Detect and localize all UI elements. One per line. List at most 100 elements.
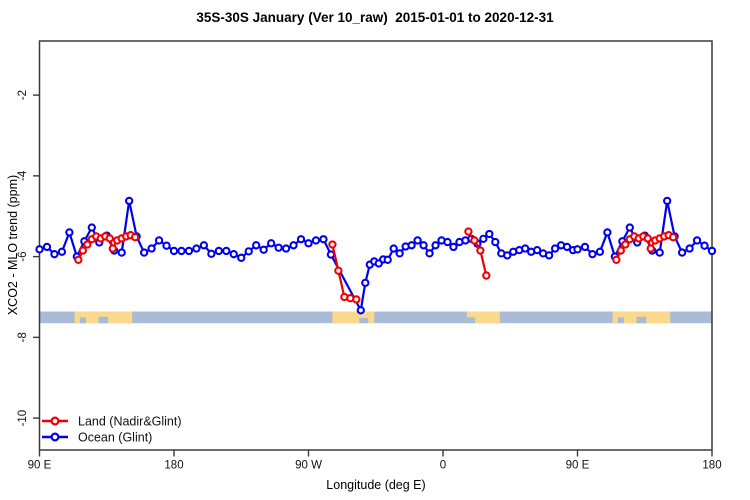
ocean-data-point [184,246,194,256]
land-data-point [352,295,361,304]
ocean-data-point [573,245,582,254]
ocean-data-point [361,278,370,287]
ocean-data-point [311,236,321,245]
ocean-data-point [431,241,440,250]
land-data-point [470,236,479,245]
ocean-data-point [663,196,672,206]
ocean-data-point [296,235,306,244]
x-tick-label: 180 [702,460,721,472]
map-strip-land [466,311,500,324]
ocean-data-point [603,228,612,237]
ocean-data-point [580,242,590,252]
ocean-data-point [356,306,365,315]
ocean-data-point [229,250,238,259]
y-tick-label: -2 [17,90,29,100]
map-strip-coast-notch [617,317,624,324]
chart-title: 35S-30S January (Ver 10_raw) 2015-01-01 … [196,10,554,25]
legend-label: Land (Nadir&Glint) [78,415,182,429]
land-data-point [668,233,678,242]
x-tick-label: 90 W [295,460,322,472]
x-tick-label: 0 [440,460,446,472]
land-data-point [464,227,473,236]
land-data-point [130,233,140,242]
map-strip-coast-notch [359,317,369,324]
legend-marker-icon [50,416,60,426]
legend-label: Ocean (Glint) [78,431,152,445]
ocean-data-point [550,244,560,253]
ocean-data-point [707,246,717,256]
ocean-data-point [57,247,67,256]
ocean-data-point [42,242,52,252]
y-tick-label: -6 [17,251,29,261]
ocean-data-point [319,235,328,244]
ocean-data-point [289,241,298,250]
ocean-data-point [413,236,422,245]
ocean-data-point [443,237,452,247]
ocean-data-point [449,242,458,252]
land-data-point [83,240,92,249]
ocean-data-point [677,248,687,257]
ocean-data-point [485,229,494,239]
ocean-data-point [700,241,709,250]
ocean-data-point [479,234,488,243]
ocean-data-point [169,246,179,256]
ocean-data-point [154,236,164,245]
ocean-data-point [625,223,634,232]
ocean-data-point [425,249,434,258]
land-data-point [482,271,491,280]
map-strip-coast-notch [466,317,476,324]
y-tick-label: -10 [17,410,29,427]
ocean-data-point [281,244,291,253]
land-data-point [105,234,114,243]
ocean-data-point [35,245,44,254]
ocean-data-point [162,241,171,250]
ocean-data-point [214,246,223,256]
x-tick-label: 90 E [566,460,590,472]
ocean-data-point [117,248,126,257]
land-data-point [78,246,87,255]
x-axis-title: Longitude (deg E) [326,478,426,492]
land-series-line [467,230,488,276]
ocean-data-point [419,241,428,250]
land-data-point [476,246,485,255]
map-strip-coast-notch [636,316,647,324]
land-data-point [334,266,343,275]
y-tick-label: -4 [17,170,29,181]
land-data-point [612,255,621,264]
land-data-point [643,234,652,243]
ocean-data-point [252,241,261,250]
ocean-data-point [326,250,336,259]
ocean-data-point [521,244,530,253]
map-strip-coast-notch [98,316,109,324]
x-tick-label: 180 [164,460,183,472]
x-tick-label: 90 E [28,460,52,472]
land-data-point [616,246,625,255]
ocean-data-point [266,239,276,248]
ocean-data-point [139,248,149,257]
land-data-point [646,244,655,253]
ocean-data-point [274,243,283,252]
ocean-data-point [50,250,59,259]
land-data-point [328,240,337,249]
ocean-data-point [595,247,605,256]
ocean-data-point [407,241,416,250]
ocean-data-point [147,244,156,253]
ocean-data-point [65,228,74,237]
legend-marker-icon [50,432,60,442]
ocean-data-point [222,246,231,256]
ocean-data-point [389,244,398,253]
ocean-data-point [562,242,572,252]
ocean-data-point [503,251,512,260]
ocean-data-point [692,236,702,245]
ocean-data-point [395,249,404,258]
map-strip-land [332,311,375,324]
ocean-data-point [125,196,134,206]
ocean-data-point [533,245,542,255]
ocean-data-point [304,239,313,248]
map-strip-coast-notch [79,317,86,324]
ocean-data-point [685,244,694,253]
land-data-point [621,240,630,249]
y-tick-label: -8 [17,332,29,342]
